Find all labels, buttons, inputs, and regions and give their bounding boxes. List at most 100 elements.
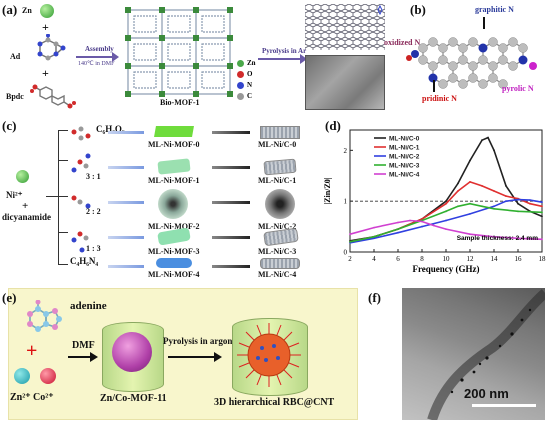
dmf-arrow — [68, 356, 92, 358]
ratio-1-3: 1 : 3 — [86, 244, 101, 253]
scale-bar-label: 200 nm — [464, 386, 509, 401]
series-point-0 — [481, 139, 483, 142]
oxidized-n-label: oxidized N — [384, 38, 421, 47]
carbon-1-label: ML-Ni/C-1 — [258, 176, 297, 185]
dmf-label: DMF — [72, 340, 95, 351]
pyrolysis-arrow — [258, 58, 302, 60]
legend-label-2: ML-Ni/C-2 — [389, 154, 420, 161]
carbon-0-label: ML-Ni/C-0 — [258, 140, 297, 149]
ni-sphere — [16, 170, 29, 183]
bracket-stub — [46, 196, 58, 197]
assembly-arrow — [76, 56, 114, 58]
series-point-2 — [421, 225, 423, 228]
x-tick-label: 10 — [443, 255, 451, 263]
panel-e-label: (e) — [2, 290, 17, 305]
bracket-row-2 — [58, 196, 68, 197]
carbon-0-sample — [260, 126, 300, 139]
bpdc-label: Bpdc — [6, 92, 24, 101]
zn-label: Zn — [22, 6, 32, 15]
zn-sphere — [40, 4, 54, 18]
bio-mof-1-label: Bio-MOF-1 — [160, 98, 200, 107]
ratio-3-1: 3 : 1 — [86, 172, 101, 181]
rbc-cnt-sphere — [237, 323, 301, 387]
x-tick-label: 18 — [539, 255, 547, 263]
pyrolysis-ar-label: Pyrolysis in Ar — [262, 47, 307, 55]
legend-o-label: O — [247, 70, 253, 78]
legend-label-4: ML-Ni/C-4 — [389, 172, 420, 179]
pyrolic-n-label: pyrolic N — [502, 84, 534, 93]
series-point-2 — [445, 219, 447, 222]
bracket-row-1 — [58, 160, 68, 161]
zn-dot-icon — [237, 59, 244, 67]
series-point-2 — [529, 199, 531, 202]
mof-4-label: ML-Ni-MOF-4 — [148, 270, 200, 279]
mof-4-sample — [156, 258, 192, 268]
series-point-4 — [517, 237, 519, 240]
series-point-2 — [469, 212, 471, 215]
carbon-4-label: ML-Ni/C-4 — [258, 270, 297, 279]
series-point-3 — [373, 235, 375, 238]
pyrolysis-arrowhead — [300, 54, 307, 64]
mof-0-sample — [154, 126, 194, 137]
dark-arrow-1 — [212, 166, 250, 169]
mof-1-sample — [157, 158, 191, 175]
mof-0-label: ML-Ni-MOF-0 — [148, 140, 200, 149]
series-point-4 — [397, 221, 399, 224]
bracket-row-0 — [58, 130, 68, 131]
o-dot-icon — [237, 70, 244, 78]
dark-arrow-3 — [212, 236, 250, 239]
impedance-chart: 2 4 6 8 10 12 14 16 18012ML-Ni/C-0ML-Ni/C-1ML-Ni… — [323, 129, 547, 274]
series-point-0 — [505, 185, 507, 187]
legend-item-n: N — [237, 80, 256, 91]
series-point-0 — [541, 215, 543, 218]
pridinic-arrow — [433, 80, 435, 92]
plus-sign-red: + — [26, 340, 38, 362]
sample-thickness-annotation: Sample thickness: 2.4 mm — [457, 235, 539, 242]
n-dot-icon — [237, 81, 244, 89]
plus-sign-3: + — [22, 200, 29, 212]
pyrolysis-argon-arrowhead — [214, 352, 222, 362]
formula-c6h6o6: C₆H₆O₆ — [96, 124, 125, 134]
dicyanamide-label: dicyanamide — [2, 212, 52, 222]
legend-c-label: C — [247, 92, 253, 100]
dark-arrow-0 — [212, 131, 250, 134]
legend-zn-label: Zn — [247, 59, 256, 67]
arrow-row-4 — [108, 265, 144, 268]
legend-n-label: N — [247, 81, 253, 89]
series-point-3 — [469, 202, 471, 205]
c-dot-icon — [237, 92, 244, 100]
bio-mof-1-framework — [125, 7, 233, 97]
adenine-label: adenine — [70, 300, 107, 312]
mof-2-sample — [158, 189, 188, 219]
series-point-4 — [349, 233, 351, 236]
carbon-3-label: ML-Ni/C-3 — [258, 247, 297, 256]
co-ion-sphere — [40, 368, 56, 384]
pyrolysis-argon-arrow — [168, 356, 216, 358]
formula-c4h6n4: C₄H₆N₄ — [70, 256, 99, 266]
series-point-3 — [349, 240, 351, 243]
series-point-2 — [397, 231, 399, 234]
legend-label-0: ML-Ni/C-0 — [389, 136, 420, 143]
series-point-1 — [469, 180, 471, 183]
series-point-2 — [373, 237, 375, 240]
series-point-0 — [457, 182, 459, 185]
series-point-0 — [487, 136, 489, 139]
legend-item-c: C — [237, 91, 256, 102]
series-point-0 — [493, 149, 495, 152]
series-point-3 — [481, 205, 483, 208]
carbon-2-label: ML-Ni/C-2 — [258, 222, 297, 231]
ratio-2-2: 2 : 2 — [86, 207, 101, 216]
x-tick-label: 8 — [420, 255, 424, 263]
series-point-1 — [541, 205, 543, 208]
carbon-1-sample — [263, 158, 297, 176]
y-tick-label: 2 — [344, 147, 348, 155]
graphitic-n-label: graphitic N — [475, 5, 514, 14]
series-point-2 — [517, 198, 519, 201]
panel-b-label: (b) — [410, 2, 426, 17]
series-point-1 — [421, 218, 423, 220]
series-point-0 — [445, 200, 447, 203]
tem-particles — [427, 289, 545, 420]
series-point-4 — [421, 220, 423, 223]
plus-sign-2: + — [42, 66, 49, 80]
series-point-4 — [541, 238, 543, 241]
